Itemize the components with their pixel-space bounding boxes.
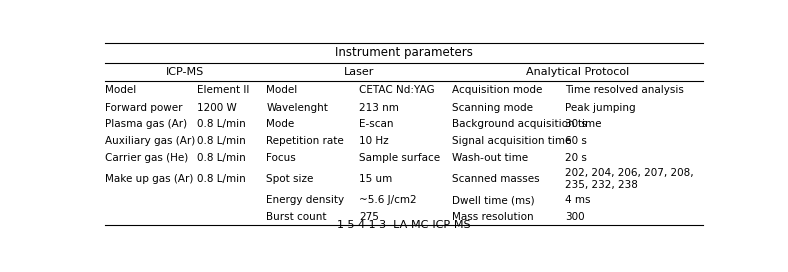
Text: Forward power: Forward power <box>105 103 182 113</box>
Text: Instrument parameters: Instrument parameters <box>335 47 473 60</box>
Text: Energy density: Energy density <box>266 195 344 205</box>
Text: 1 5 4 1 3  LA-MC-ICP-MS: 1 5 4 1 3 LA-MC-ICP-MS <box>337 220 470 230</box>
Text: Sample surface: Sample surface <box>359 153 440 163</box>
Text: 4 ms: 4 ms <box>566 195 591 205</box>
Text: Auxiliary gas (Ar): Auxiliary gas (Ar) <box>105 136 195 146</box>
Text: 1200 W: 1200 W <box>197 103 237 113</box>
Text: 60 s: 60 s <box>566 136 587 146</box>
Text: 20 s: 20 s <box>566 153 587 163</box>
Text: E-scan: E-scan <box>359 119 393 129</box>
Text: Model: Model <box>266 85 297 95</box>
Text: Scanning mode: Scanning mode <box>452 103 533 113</box>
Text: Acquisition mode: Acquisition mode <box>452 85 542 95</box>
Text: Burst count: Burst count <box>266 212 327 222</box>
Text: Time resolved analysis: Time resolved analysis <box>566 85 684 95</box>
Text: 202, 204, 206, 207, 208,: 202, 204, 206, 207, 208, <box>566 168 694 178</box>
Text: Make up gas (Ar): Make up gas (Ar) <box>105 174 193 184</box>
Text: 235, 232, 238: 235, 232, 238 <box>566 180 638 190</box>
Text: Scanned masses: Scanned masses <box>452 174 539 184</box>
Text: Wavelenght: Wavelenght <box>266 103 328 113</box>
Text: 275: 275 <box>359 212 379 222</box>
Text: Background acquisition time: Background acquisition time <box>452 119 601 129</box>
Text: 300: 300 <box>566 212 585 222</box>
Text: Mode: Mode <box>266 119 295 129</box>
Text: 30 s: 30 s <box>566 119 587 129</box>
Text: 10 Hz: 10 Hz <box>359 136 388 146</box>
Text: Wash-out time: Wash-out time <box>452 153 528 163</box>
Text: Mass resolution: Mass resolution <box>452 212 533 222</box>
Text: 0.8 L/min: 0.8 L/min <box>197 153 246 163</box>
Text: Model: Model <box>105 85 136 95</box>
Text: ICP-MS: ICP-MS <box>166 67 205 77</box>
Text: Dwell time (ms): Dwell time (ms) <box>452 195 534 205</box>
Text: ~5.6 J/cm2: ~5.6 J/cm2 <box>359 195 417 205</box>
Text: Element II: Element II <box>197 85 250 95</box>
Text: 0.8 L/min: 0.8 L/min <box>197 174 246 184</box>
Text: Focus: Focus <box>266 153 296 163</box>
Text: 0.8 L/min: 0.8 L/min <box>197 119 246 129</box>
Text: Repetition rate: Repetition rate <box>266 136 344 146</box>
Text: Analytical Protocol: Analytical Protocol <box>526 67 629 77</box>
Text: 213 nm: 213 nm <box>359 103 399 113</box>
Text: Spot size: Spot size <box>266 174 314 184</box>
Text: Plasma gas (Ar): Plasma gas (Ar) <box>105 119 187 129</box>
Text: 15 um: 15 um <box>359 174 392 184</box>
Text: 0.8 L/min: 0.8 L/min <box>197 136 246 146</box>
Text: Laser: Laser <box>344 67 374 77</box>
Text: Signal acquisition time: Signal acquisition time <box>452 136 571 146</box>
Text: Carrier gas (He): Carrier gas (He) <box>105 153 188 163</box>
Text: Peak jumping: Peak jumping <box>566 103 636 113</box>
Text: CETAC Nd:YAG: CETAC Nd:YAG <box>359 85 435 95</box>
